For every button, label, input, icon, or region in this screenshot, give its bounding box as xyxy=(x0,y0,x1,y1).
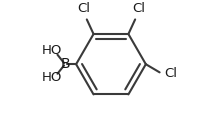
Text: HO: HO xyxy=(42,71,62,84)
Text: Cl: Cl xyxy=(132,2,145,15)
Text: Cl: Cl xyxy=(164,67,177,80)
Text: B: B xyxy=(61,57,70,71)
Text: Cl: Cl xyxy=(77,2,90,15)
Text: HO: HO xyxy=(42,44,62,57)
